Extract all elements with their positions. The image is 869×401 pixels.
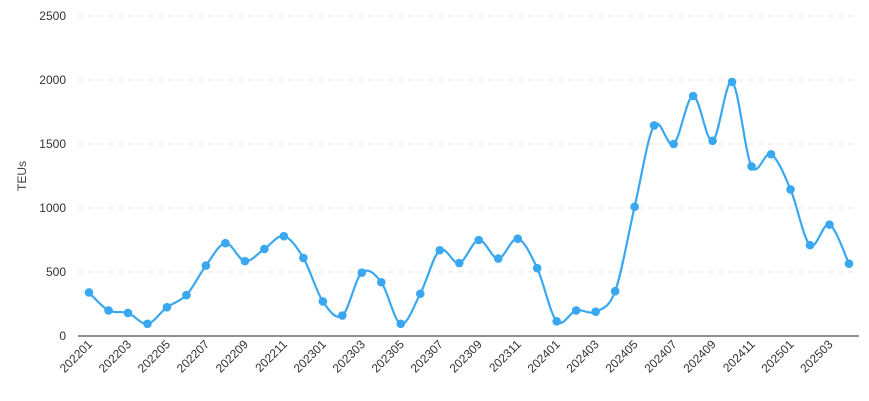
data-point bbox=[357, 268, 367, 277]
data-point bbox=[669, 139, 678, 149]
data-point bbox=[123, 308, 133, 318]
x-tick-label: 202307 bbox=[408, 337, 446, 375]
y-tick-label: 500 bbox=[46, 265, 66, 279]
y-tick-label: 2000 bbox=[39, 73, 66, 87]
grid-lines bbox=[78, 15, 859, 273]
data-point bbox=[825, 220, 834, 229]
x-tick-label: 202207 bbox=[174, 337, 212, 375]
x-tick-label: 202211 bbox=[252, 337, 290, 375]
data-point bbox=[299, 253, 308, 263]
data-point bbox=[766, 149, 776, 159]
x-tick-label: 202409 bbox=[680, 337, 718, 375]
data-point bbox=[786, 185, 795, 194]
data-point bbox=[649, 121, 659, 130]
data-point bbox=[454, 258, 464, 268]
x-tick-label: 202301 bbox=[291, 337, 329, 375]
data-point bbox=[435, 245, 445, 255]
x-tick-label: 202303 bbox=[330, 337, 368, 375]
x-tick-label: 202203 bbox=[96, 337, 134, 375]
data-point bbox=[396, 319, 406, 329]
data-point bbox=[805, 240, 815, 250]
x-tick-label: 202309 bbox=[447, 337, 485, 375]
data-point bbox=[279, 231, 289, 241]
data-point bbox=[591, 307, 600, 316]
data-point bbox=[708, 136, 717, 146]
data-point bbox=[143, 319, 152, 329]
data-point bbox=[513, 234, 523, 244]
data-point bbox=[474, 235, 484, 245]
x-tick-label: 202411 bbox=[720, 337, 758, 375]
data-point bbox=[201, 261, 211, 270]
x-tick-label: 202407 bbox=[642, 337, 680, 375]
data-point bbox=[318, 297, 328, 306]
data-point bbox=[84, 288, 94, 297]
data-point bbox=[747, 162, 756, 171]
data-point bbox=[240, 256, 250, 266]
data-point bbox=[104, 306, 113, 315]
y-tick-label: 2500 bbox=[39, 9, 66, 23]
data-point bbox=[493, 254, 503, 263]
x-tick-label: 202503 bbox=[797, 337, 835, 375]
data-point bbox=[727, 77, 737, 87]
data-point bbox=[630, 202, 639, 212]
x-tick-label: 202205 bbox=[135, 337, 173, 375]
y-tick-label: 1500 bbox=[39, 137, 66, 151]
x-tick-label: 202405 bbox=[603, 337, 641, 375]
y-axis-ticks: 0 500 1000 1500 2000 2500 bbox=[39, 9, 66, 343]
x-tick-label: 202311 bbox=[486, 337, 524, 375]
series-points bbox=[84, 77, 854, 329]
y-tick-label: 0 bbox=[59, 329, 66, 343]
data-point bbox=[377, 277, 386, 287]
y-axis-title: TEUs bbox=[15, 161, 29, 191]
x-axis-ticks: 202201 202203 202205 202207 202209 202211 2023… bbox=[57, 337, 836, 375]
data-point bbox=[552, 316, 561, 326]
x-tick-label: 202401 bbox=[525, 337, 563, 375]
data-point bbox=[571, 306, 581, 315]
data-point bbox=[532, 263, 542, 273]
data-point bbox=[844, 259, 854, 268]
x-tick-label: 202403 bbox=[564, 337, 602, 375]
x-tick-label: 202209 bbox=[213, 337, 251, 375]
data-point bbox=[338, 311, 347, 320]
data-point bbox=[221, 238, 230, 248]
x-tick-label: 202501 bbox=[758, 337, 796, 375]
data-point bbox=[182, 290, 191, 300]
data-point bbox=[162, 302, 172, 312]
series-line bbox=[88, 80, 850, 325]
data-point bbox=[688, 91, 698, 101]
x-tick-label: 202305 bbox=[369, 337, 407, 375]
data-point bbox=[415, 289, 425, 299]
data-point bbox=[610, 286, 620, 296]
data-point bbox=[260, 244, 269, 254]
y-tick-label: 1000 bbox=[39, 201, 66, 215]
